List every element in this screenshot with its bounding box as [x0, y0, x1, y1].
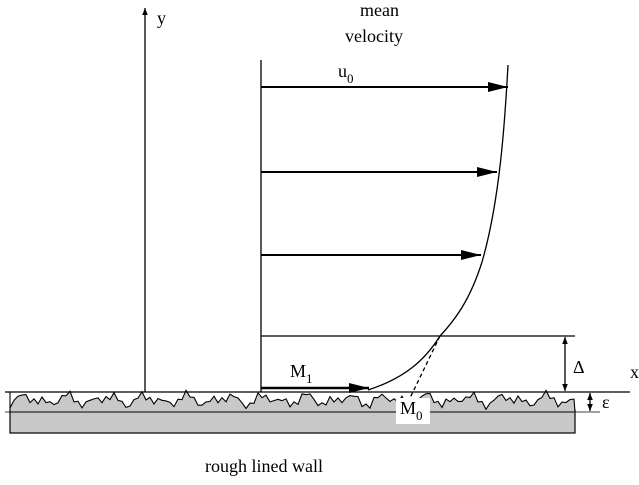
wall: [9, 409, 576, 434]
delta-label: Δ: [573, 357, 585, 377]
label-box: [396, 398, 430, 424]
extrapolation: [409, 335, 441, 399]
epsilon-label: ε: [602, 392, 610, 412]
label-sub: 1: [306, 371, 313, 386]
profile-label: velocity: [345, 26, 403, 46]
label: M0: [400, 398, 423, 423]
label-base: u: [338, 61, 347, 81]
y-axis-label: y: [157, 8, 166, 28]
x-axis-label: x: [630, 362, 639, 382]
velocity-profile: [367, 64, 509, 391]
label-base: M: [400, 398, 416, 418]
label: M1: [290, 361, 313, 386]
label-sub: 0: [347, 71, 354, 86]
label-sub: 0: [416, 408, 423, 423]
caption: rough lined wall: [205, 456, 323, 476]
rough-surface: [9, 389, 576, 413]
profile-label: mean: [360, 0, 399, 20]
label: u0: [338, 61, 354, 86]
label-base: M: [290, 361, 306, 381]
